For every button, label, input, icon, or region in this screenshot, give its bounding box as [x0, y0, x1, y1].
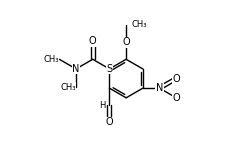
Text: N: N — [72, 64, 80, 74]
Text: CH₃: CH₃ — [43, 55, 59, 64]
Text: N: N — [156, 83, 163, 93]
Text: O: O — [172, 93, 180, 103]
Text: O: O — [172, 74, 180, 84]
Text: O: O — [106, 117, 113, 127]
Text: O: O — [89, 36, 97, 46]
Text: S: S — [106, 64, 112, 74]
Text: CH₃: CH₃ — [60, 83, 76, 92]
Text: O: O — [122, 37, 130, 47]
Text: H: H — [100, 101, 106, 110]
Text: CH₃: CH₃ — [131, 20, 147, 29]
